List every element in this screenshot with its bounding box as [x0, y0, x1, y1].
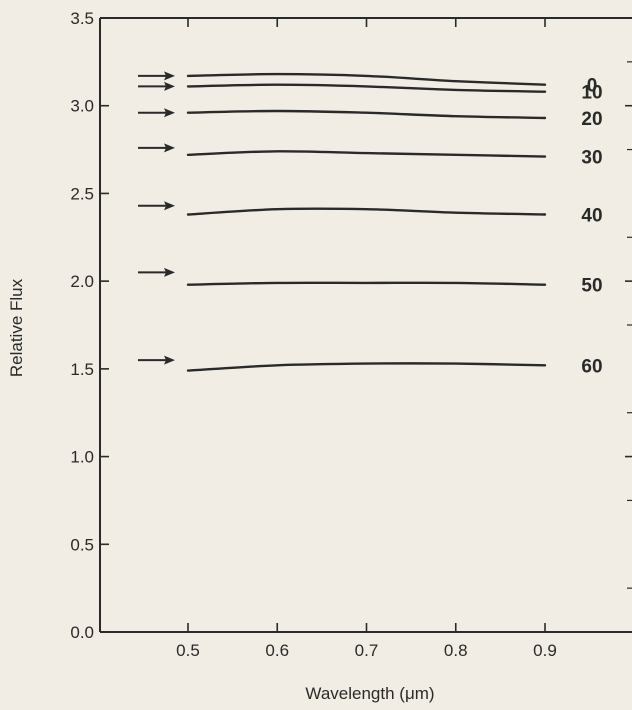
curve-label-0: 0 — [587, 76, 598, 97]
y-tick-label: 1.0 — [70, 448, 94, 467]
series-line-0 — [186, 72, 547, 86]
y-tick-label: 3.5 — [70, 9, 94, 28]
curve-label-20: 20 — [581, 109, 602, 130]
x-axis-title: Wavelength (μm) — [305, 684, 434, 703]
curve-label-60: 60 — [581, 356, 602, 377]
right-axis-ticks — [625, 61, 632, 589]
arrow-head-40 — [164, 201, 175, 211]
y-tick-label: 3.0 — [70, 97, 94, 116]
arrow-head-50 — [164, 267, 175, 277]
y-tick-label: 1.5 — [70, 360, 94, 379]
arrow-head-0 — [164, 71, 175, 81]
y-tick-label: 2.5 — [70, 184, 94, 203]
arrow-head-60 — [164, 355, 175, 365]
curve-label-10: 10 — [581, 83, 602, 104]
x-tick-label: 0.8 — [444, 641, 468, 660]
y-tick-label: 2.0 — [70, 272, 94, 291]
plot-frame — [99, 17, 632, 633]
arrow-layer — [138, 71, 175, 365]
y-axis: 0.0 0.5 1.0 1.5 2.0 2.5 3.0 3.5 — [70, 9, 109, 642]
x-tick-label: 0.6 — [265, 641, 289, 660]
curve-label-50: 50 — [581, 276, 602, 297]
series-line-20 — [186, 109, 547, 120]
series-line-10 — [186, 83, 547, 93]
series-line-30 — [186, 150, 547, 158]
curve-label-40: 40 — [581, 205, 602, 226]
x-axis: 0.5 0.6 0.7 0.8 0.9 — [176, 18, 557, 660]
curve-label-layer: 010 20 30 40 50 60 — [581, 76, 602, 378]
series-line-60 — [186, 362, 547, 372]
series-line-50 — [186, 281, 547, 286]
y-tick-label: 0.0 — [70, 623, 94, 642]
series-line-40 — [186, 207, 547, 216]
x-tick-label: 0.5 — [176, 641, 200, 660]
curve-label-30: 30 — [581, 148, 602, 169]
arrow-head-30 — [164, 143, 175, 153]
y-tick-label: 0.5 — [70, 535, 94, 554]
arrow-head-10 — [164, 81, 175, 91]
x-tick-label: 0.7 — [355, 641, 379, 660]
y-axis-title: Relative Flux — [7, 278, 26, 377]
arrow-head-20 — [164, 108, 175, 118]
series-layer — [186, 72, 547, 372]
x-tick-label: 0.9 — [533, 641, 557, 660]
